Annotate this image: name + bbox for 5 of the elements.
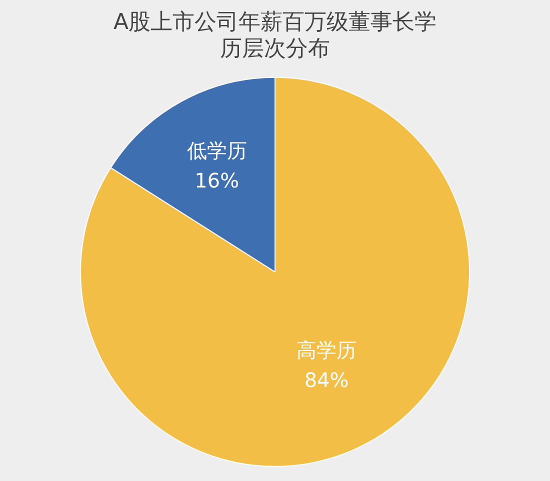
data-label: 84% (304, 368, 349, 392)
data-label: 16% (194, 168, 240, 192)
slice-label: 高学历 (296, 338, 357, 362)
slice-label: 低学历 (186, 138, 247, 162)
chart-title: A股上市公司年薪百万级董事长学历层次分布 (113, 10, 437, 62)
